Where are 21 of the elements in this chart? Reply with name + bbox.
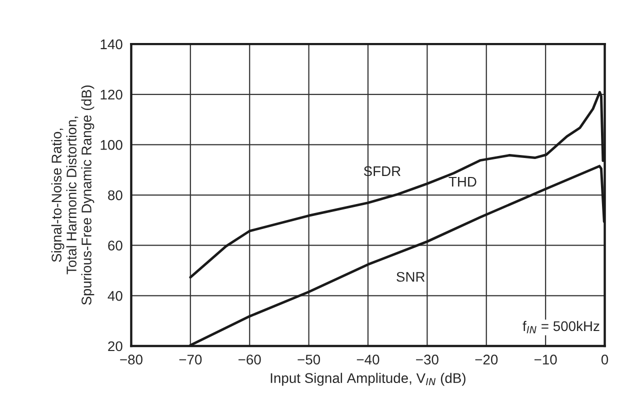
annotation: THD: [448, 176, 476, 187]
annotation: f$_{IN}$ = 500kHz: [522, 320, 600, 334]
x-tick-label: −50: [298, 354, 320, 365]
x-tick-label: −10: [534, 354, 557, 365]
y-tick-label: 140: [100, 39, 122, 50]
y-tick-label: 100: [100, 140, 122, 150]
x-tick-label: 0: [601, 354, 608, 365]
y-tick-label: 20: [108, 341, 122, 352]
x-tick-label: −70: [179, 354, 202, 365]
x-tick-label: −30: [416, 354, 438, 365]
y-tick-label: 40: [108, 291, 122, 301]
x-axis-title: Input Signal Amplitude, V$_{IN}$ (dB): [270, 372, 466, 386]
y-tick-label: 120: [100, 90, 122, 100]
y-axis-title: Signal-to-Noise Ratio, Total Harmonic Distortion, Spurious-Free Dynamic Range (dB): [51, 85, 94, 305]
x-tick-label: −60: [238, 354, 261, 365]
annotation: SNR: [396, 272, 425, 282]
x-tick-label: −20: [475, 354, 498, 365]
x-tick-label: −80: [120, 354, 142, 365]
y-tick-label: 60: [108, 240, 122, 251]
x-tick-label: −40: [356, 354, 380, 365]
y-tick-label: 80: [108, 190, 122, 200]
